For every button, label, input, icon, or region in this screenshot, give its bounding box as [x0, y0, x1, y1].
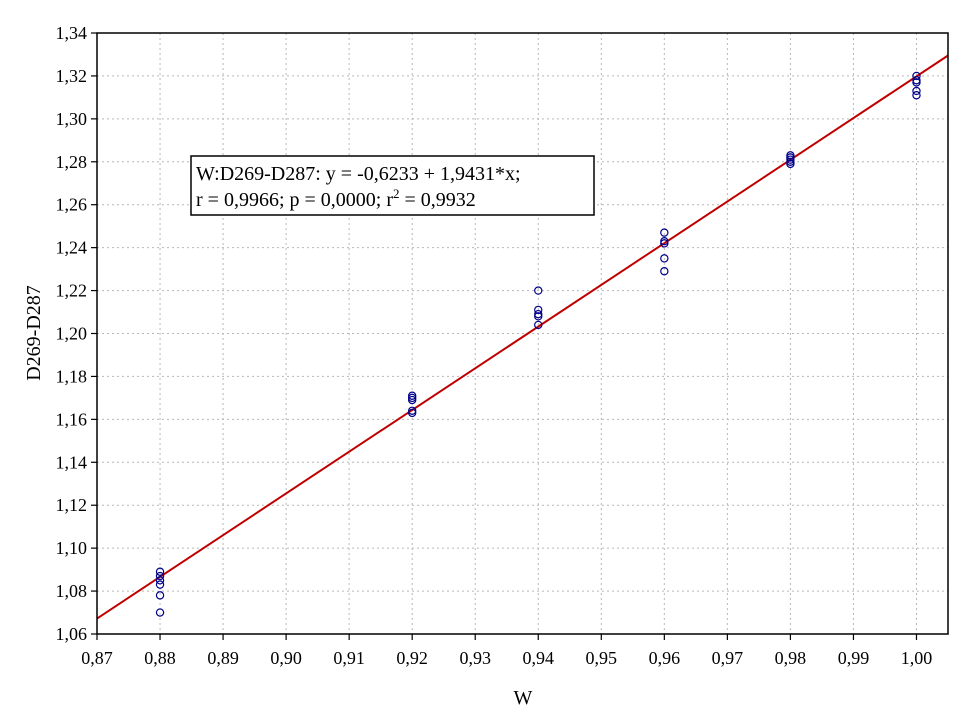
regression-annotation: W:D269-D287: y = -0,6233 + 1,9431*x; r =… [190, 155, 595, 216]
annotation-box [190, 155, 595, 216]
data-point [155, 567, 165, 576]
y-tick-label: 1,20 [56, 324, 88, 344]
x-tick-label: 0,93 [459, 648, 491, 668]
data-point [155, 608, 165, 617]
y-tick-label: 1,30 [56, 109, 88, 129]
data-point [912, 71, 921, 81]
x-tick-label: 1,00 [901, 648, 933, 668]
y-tick-label: 1,24 [56, 238, 88, 258]
data-point [660, 267, 669, 276]
x-tick-label: 0,90 [270, 648, 302, 668]
y-tick-label: 1,32 [56, 66, 88, 86]
data-point [155, 576, 165, 585]
y-tick-label: 1,34 [56, 23, 88, 43]
data-point [534, 309, 543, 319]
y-axis-title: D269-D287 [23, 285, 45, 381]
x-tick-label: 0,88 [144, 648, 176, 668]
x-tick-label: 0,92 [396, 648, 428, 668]
y-tick-label: 1,12 [56, 495, 88, 515]
x-tick-label: 0,97 [712, 648, 744, 668]
data-point [912, 76, 921, 85]
x-tick-label: 0,95 [586, 648, 618, 668]
data-point [912, 91, 921, 100]
annotation-line-2-suffix: = 0,9932 [400, 189, 476, 211]
grid [97, 33, 948, 634]
data-point [155, 591, 165, 600]
x-tick-label: 0,96 [649, 648, 681, 668]
annotation-line-1: W:D269-D287: y = -0,6233 + 1,9431*x; [196, 163, 521, 185]
x-tick-label: 0,99 [838, 648, 870, 668]
data-point [786, 151, 795, 160]
data-point [407, 393, 417, 403]
data-point [660, 254, 669, 263]
data-point [155, 571, 165, 581]
y-tick-label: 1,28 [56, 152, 88, 172]
y-tick-label: 1,18 [56, 366, 88, 386]
x-tick-label: 0,91 [333, 648, 365, 668]
y-tick-label: 1,22 [56, 281, 88, 301]
annotation-line-2-superscript: 2 [393, 186, 400, 201]
data-point [660, 237, 669, 246]
annotation-line-2-prefix: r = 0,9966; p = 0,0000; r [196, 189, 393, 211]
data-point [155, 580, 165, 589]
y-tick-label: 1,14 [56, 452, 88, 472]
x-tick-label: 0,87 [81, 648, 113, 668]
data-point [534, 305, 543, 315]
data-point [534, 320, 543, 330]
y-tick-label: 1,06 [56, 624, 88, 644]
x-tick-label: 0,98 [775, 648, 807, 668]
y-tick-label: 1,08 [56, 581, 88, 601]
data-points [155, 71, 921, 617]
regression-line [96, 54, 949, 620]
y-tick-label: 1,10 [56, 538, 88, 558]
data-point [786, 157, 795, 166]
annotation-line-2: r = 0,9966; p = 0,0000; r2 = 0,9932 [196, 186, 476, 211]
y-axis-ticks: 1,06 1,08 1,10 1,12 1,14 1,16 1,18 1,20 1,22 1,24… [56, 23, 97, 644]
data-point [534, 286, 543, 295]
data-point [407, 408, 417, 418]
y-tick-label: 1,16 [56, 409, 88, 429]
y-tick-label: 1,26 [56, 195, 88, 215]
data-point [912, 86, 921, 96]
x-tick-label: 0,94 [523, 648, 555, 668]
x-axis-ticks: 0,87 0,88 0,89 0,90 0,91 0,92 0,93 0,94 0,95 0,96… [81, 634, 932, 668]
data-point [660, 228, 669, 237]
x-axis-title: W [514, 687, 533, 709]
x-tick-label: 0,89 [207, 648, 239, 668]
regression-line-layer [96, 54, 949, 620]
